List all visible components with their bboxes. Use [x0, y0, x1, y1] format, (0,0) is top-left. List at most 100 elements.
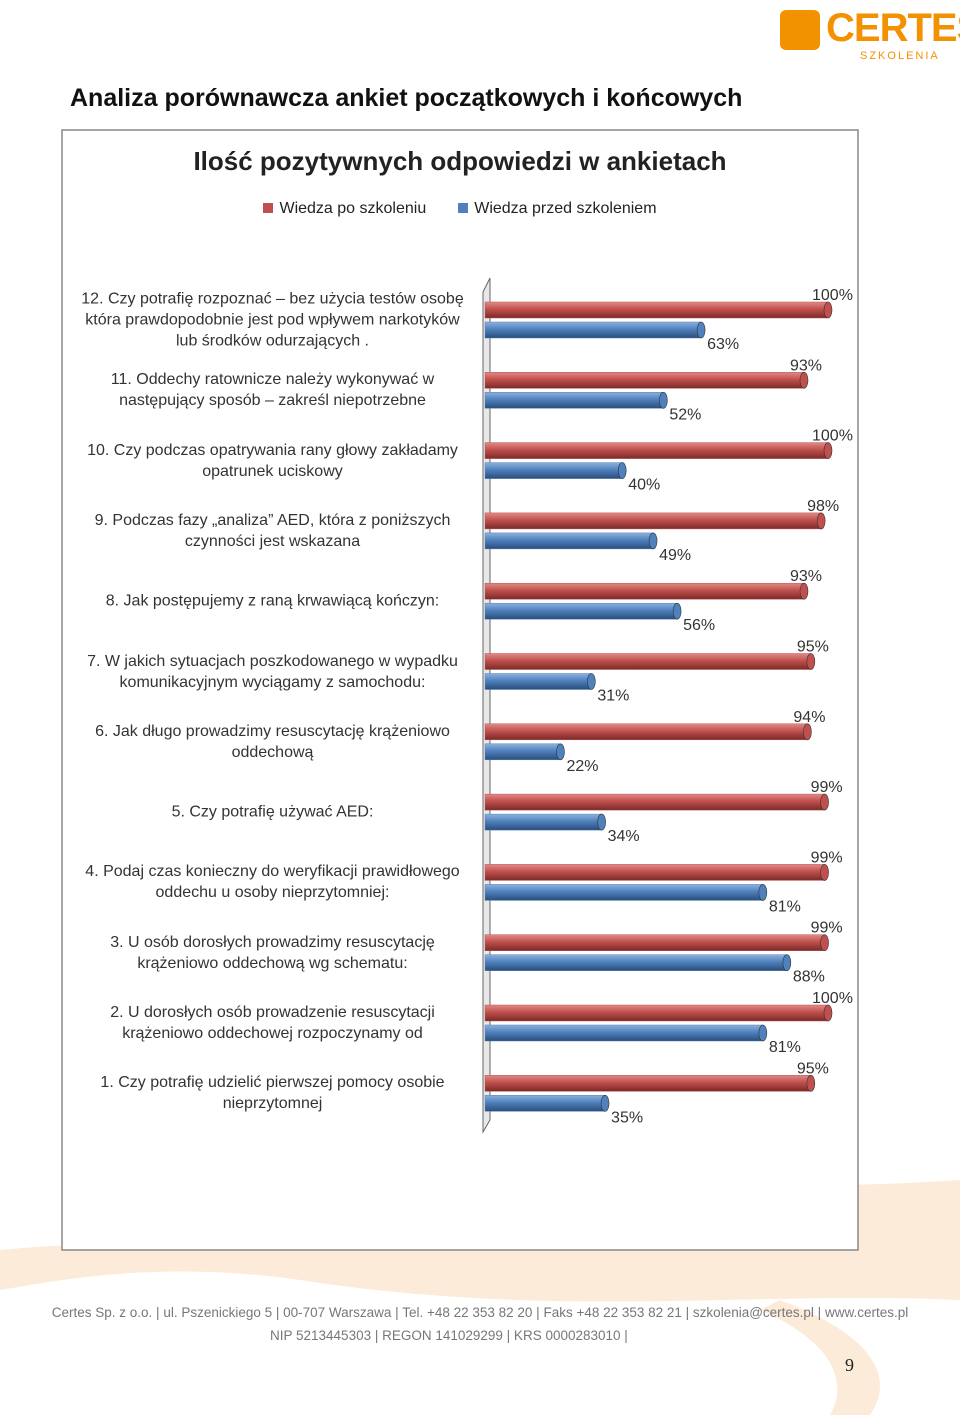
- legend-label: Wiedza przed szkoleniem: [474, 200, 657, 217]
- bar: [484, 462, 623, 479]
- value-label: 31%: [597, 688, 629, 705]
- bar-cap: [803, 723, 812, 741]
- bar: [484, 1004, 829, 1022]
- bar-cap: [816, 512, 826, 530]
- bar: [484, 1095, 606, 1112]
- bar: [484, 512, 822, 530]
- bar-cap: [820, 934, 829, 952]
- bar: [484, 442, 829, 459]
- bar-cap: [587, 673, 596, 690]
- value-label: 49%: [659, 547, 691, 564]
- legend: Wiedza po szkoleniu Wiedza przed szkoleni…: [62, 200, 858, 218]
- category-label: 10. Czy podczas opatrywania rany głowy z…: [87, 441, 458, 480]
- footer-line: NIP 5213445303 | REGON 141029299 | KRS 0…: [270, 1328, 628, 1343]
- category-label: 1. Czy potrafię udzielić pierwszej pomoc…: [100, 1074, 445, 1113]
- bar: [484, 532, 654, 550]
- value-label: 99%: [811, 849, 843, 866]
- legend-swatch: [263, 203, 274, 213]
- value-label: 95%: [797, 639, 829, 656]
- bar: [484, 673, 592, 690]
- bar-cap: [799, 582, 809, 600]
- bar: [484, 1075, 812, 1092]
- bar: [484, 934, 825, 951]
- bar-cap: [823, 442, 833, 459]
- chart-title: Ilość pozytywnych odpowiedzi w ankietach: [193, 146, 727, 176]
- bar: [484, 321, 702, 339]
- value-label: 81%: [769, 898, 801, 915]
- value-label: 88%: [793, 969, 825, 986]
- value-label: 93%: [790, 568, 822, 585]
- bar: [484, 884, 764, 901]
- category-label: 6. Jak długo prowadzimy resuscytację krą…: [95, 722, 450, 761]
- bar-cap: [782, 954, 792, 972]
- bar: [484, 301, 829, 319]
- logo-sub: SZKOLENIA: [860, 50, 940, 62]
- legend-item: Wiedza po szkoleniu: [263, 200, 426, 218]
- page-title: Analiza porównawcza ankiet początkowych …: [70, 84, 743, 112]
- value-label: 93%: [790, 357, 822, 374]
- value-label: 22%: [566, 758, 598, 775]
- bar-cap: [820, 793, 829, 811]
- value-label: 81%: [769, 1039, 801, 1056]
- value-label: 99%: [811, 920, 843, 937]
- bar-cap: [806, 653, 816, 670]
- legend-swatch: [458, 203, 469, 213]
- bar: [484, 1024, 764, 1042]
- bar: [484, 372, 805, 389]
- value-label: 94%: [793, 709, 825, 726]
- bar: [484, 793, 825, 811]
- bar-cap: [758, 884, 768, 901]
- value-label: 52%: [669, 406, 701, 423]
- bar-cap: [696, 321, 706, 339]
- category-label: 4. Podaj czas konieczny do weryfikacji p…: [85, 863, 460, 902]
- value-label: 63%: [707, 336, 739, 353]
- category-label: 5. Czy potrafię używać AED:: [171, 803, 374, 821]
- value-label: 100%: [812, 428, 853, 445]
- bar: [484, 602, 678, 620]
- bar-cap: [799, 371, 809, 389]
- bar: [484, 813, 602, 831]
- value-label: 34%: [608, 828, 640, 845]
- value-label: 35%: [611, 1109, 643, 1126]
- bar-cap: [823, 301, 833, 319]
- bar-cap: [600, 1095, 610, 1112]
- value-label: 100%: [812, 287, 853, 304]
- bar-cap: [659, 391, 668, 409]
- footer-line: Certes Sp. z o.o. | ul. Pszenickiego 5 |…: [51, 1305, 909, 1320]
- category-label: 9. Podczas fazy „analiza” AED, która z p…: [94, 511, 451, 550]
- bar: [484, 653, 812, 670]
- bar-cap: [672, 602, 682, 620]
- category-label: 7. W jakich sytuacjach poszkodowanego w …: [87, 652, 458, 691]
- value-label: 56%: [683, 617, 715, 634]
- value-label: 99%: [811, 779, 843, 796]
- legend-item: Wiedza przed szkoleniem: [458, 200, 657, 218]
- bar: [484, 723, 808, 741]
- bar: [484, 582, 805, 600]
- bar: [484, 864, 825, 881]
- value-label: 40%: [628, 477, 660, 494]
- bar-cap: [806, 1075, 816, 1092]
- value-label: 100%: [812, 990, 853, 1007]
- bar-cap: [823, 1004, 833, 1022]
- bar: [484, 954, 788, 971]
- category-label: 2. U dorosłych osób prowadzenie resuscyt…: [110, 1004, 435, 1042]
- value-label: 95%: [797, 1060, 829, 1077]
- category-label: 12. Czy potrafię rozpoznać – bez użycia …: [81, 290, 464, 350]
- legend-label: Wiedza po szkoleniu: [279, 200, 427, 217]
- bar-cap: [617, 462, 627, 479]
- bar-cap: [820, 864, 829, 881]
- bar: [484, 743, 561, 761]
- bar: [484, 392, 664, 409]
- bar-cap: [556, 743, 565, 761]
- page-number: 9: [845, 1355, 854, 1375]
- bar-cap: [648, 532, 658, 550]
- category-label: 11. Oddechy ratownicze należy wykonywać …: [110, 371, 435, 410]
- category-label: 8. Jak postępujemy z raną krwawiącą końc…: [105, 592, 440, 610]
- category-label: 3. U osób dorosłych prowadzimy resuscyta…: [110, 933, 435, 972]
- bar-cap: [597, 813, 606, 831]
- value-label: 98%: [807, 498, 839, 515]
- bar-cap: [758, 1024, 768, 1042]
